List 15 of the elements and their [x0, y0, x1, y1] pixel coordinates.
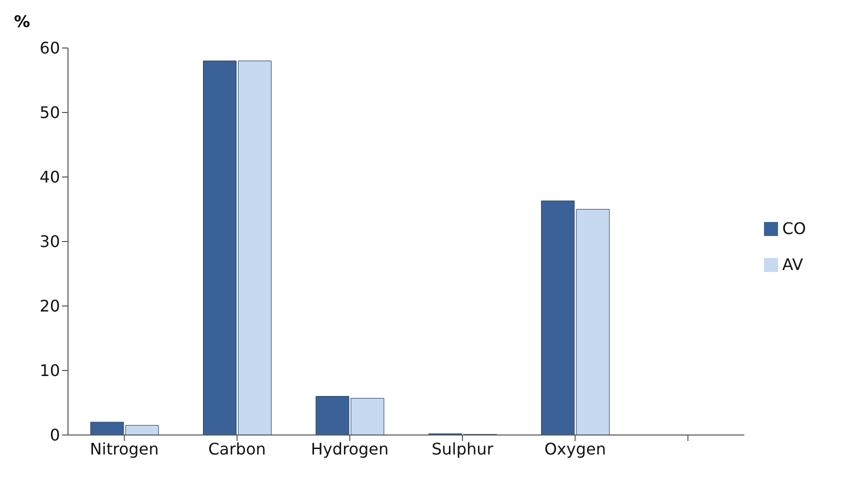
- x-tick-label: Oxygen: [544, 439, 606, 458]
- x-tick-label: Nitrogen: [90, 439, 159, 458]
- y-tick-label: 50: [40, 103, 60, 122]
- y-axis-title: %: [14, 12, 30, 31]
- legend-label: CO: [782, 218, 806, 238]
- x-tick-label: Sulphur: [432, 439, 494, 458]
- x-tick-label: Carbon: [208, 439, 266, 458]
- legend-label: AV: [782, 254, 804, 274]
- y-tick-label: 0: [50, 426, 60, 445]
- x-tick-label: Hydrogen: [310, 439, 389, 458]
- y-tick-label: 40: [40, 168, 60, 187]
- y-tick-label: 10: [40, 361, 60, 380]
- y-tick-label: 60: [40, 38, 60, 58]
- y-tick-label: 20: [40, 296, 60, 316]
- y-tick-label: 30: [40, 232, 60, 252]
